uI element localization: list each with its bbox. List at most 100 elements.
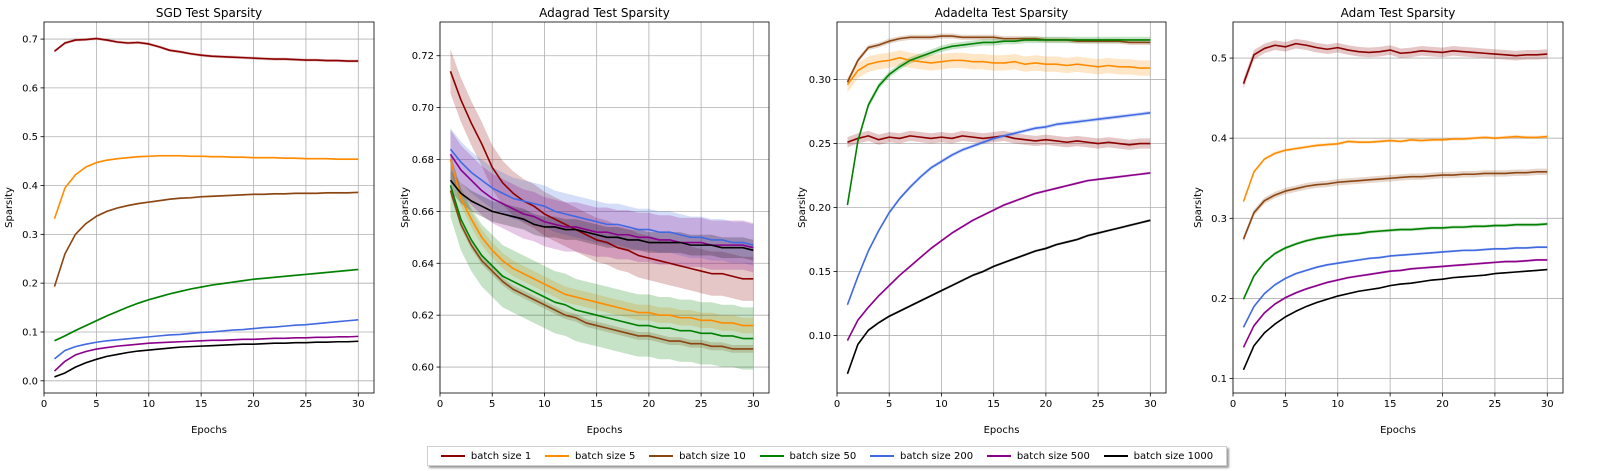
x-tick-label: 30	[1541, 399, 1554, 410]
y-tick-label: 0.5	[1211, 54, 1227, 65]
chart-title: Adam Test Sparsity	[1341, 6, 1456, 20]
y-tick-label: 0.25	[809, 139, 831, 150]
series-line-1	[53, 154, 359, 219]
series-band-3	[54, 268, 359, 342]
y-tick-label: 0.0	[22, 376, 38, 387]
series-line-6	[54, 340, 359, 378]
chart-panel-2: 0 5 10 15 20 25 30 0.10 0.15 0.20 0.25 0.30 Adadelta…	[797, 6, 1167, 436]
series-line-2	[449, 190, 754, 350]
x-tick-label: 25	[1489, 399, 1502, 410]
y-tick-label: 0.62	[412, 311, 434, 322]
series-band-0	[54, 37, 359, 63]
y-tick-label: 0.4	[22, 181, 38, 192]
x-tick-label: 0	[437, 399, 443, 410]
series-band-2	[1243, 168, 1548, 243]
series-line-2	[1242, 171, 1548, 240]
series-line-4	[53, 318, 359, 360]
y-tick-label: 0.2	[1211, 294, 1227, 305]
y-tick-label: 0.1	[22, 327, 38, 338]
x-tick-label: 20	[1436, 399, 1449, 410]
y-tick-label: 0.60	[412, 363, 434, 374]
series-line-6	[1242, 268, 1548, 371]
x-tick-label: 20	[247, 399, 260, 410]
x-tick-label: 20	[643, 399, 656, 410]
legend-label: batch size 200	[900, 450, 974, 462]
axes-frame	[43, 21, 375, 394]
x-tick-label: 25	[695, 399, 708, 410]
y-tick-label: 0.4	[1211, 134, 1227, 145]
x-axis-label: Epochs	[191, 425, 227, 436]
x-tick-label: 30	[352, 399, 365, 410]
legend-item: batch size 5	[544, 451, 635, 462]
axes-frame	[439, 21, 770, 394]
series-band-4	[1243, 245, 1548, 329]
series-line-4	[1242, 246, 1548, 328]
legend-swatch	[759, 455, 784, 457]
series-band-0	[450, 49, 754, 301]
axes-frame	[1232, 21, 1564, 394]
x-tick-label: 20	[1040, 399, 1053, 410]
series-line-5	[449, 153, 754, 249]
legend-swatch	[1103, 455, 1128, 457]
y-axis-label: Sparsity	[1193, 187, 1204, 228]
y-axis-label: Sparsity	[400, 187, 411, 228]
legend-label: batch size 1000	[1133, 450, 1214, 462]
series-line-5	[846, 172, 1151, 341]
series-line-3	[846, 39, 1151, 206]
series-line-2	[53, 191, 359, 287]
series-line-2	[846, 35, 1151, 83]
x-tick-label: 0	[1230, 399, 1236, 410]
x-tick-label: 10	[142, 399, 155, 410]
x-tick-label: 25	[1092, 399, 1105, 410]
legend-item: batch size 1000	[1103, 450, 1214, 462]
y-tick-label: 0.15	[809, 267, 831, 278]
x-axis-label: Epochs	[984, 425, 1020, 436]
x-tick-label: 10	[538, 399, 551, 410]
series-line-1	[449, 159, 754, 327]
y-tick-label: 0.5	[22, 132, 38, 143]
series-line-5	[1242, 259, 1548, 348]
series-line-1	[1242, 135, 1548, 202]
chart-panel-3: 0 5 10 15 20 25 30 0.1 0.2 0.3 0.4 0.5 Adam Test Spa…	[1193, 6, 1564, 436]
y-tick-label: 0.10	[809, 331, 831, 342]
series-band-0	[1243, 38, 1548, 89]
legend-item: batch size 10	[649, 451, 746, 462]
legend-swatch	[870, 455, 894, 457]
x-axis-label: Epochs	[1380, 425, 1416, 436]
y-tick-label: 0.7	[22, 35, 38, 46]
series-band-3	[450, 154, 754, 370]
series-band-1	[450, 151, 754, 334]
y-tick-label: 0.70	[412, 103, 434, 114]
legend-label: batch size 50	[789, 450, 857, 462]
legend: batch size 1 batch size 5 batch size 10 bat…	[427, 446, 1227, 466]
x-tick-label: 10	[935, 399, 948, 410]
series-line-0	[449, 71, 754, 280]
y-tick-label: 0.66	[412, 207, 434, 218]
series-band-5	[450, 129, 754, 273]
y-tick-label: 0.2	[22, 279, 38, 290]
y-tick-label: 0.64	[412, 259, 434, 270]
x-tick-label: 0	[41, 399, 47, 410]
series-band-5	[1243, 258, 1548, 349]
x-tick-label: 30	[1144, 399, 1157, 410]
x-tick-label: 5	[93, 399, 99, 410]
series-line-5	[53, 335, 359, 372]
series-line-0	[53, 37, 359, 62]
x-tick-label: 5	[1282, 399, 1288, 410]
legend-label: batch size 1	[470, 450, 532, 462]
y-tick-label: 0.6	[22, 83, 38, 94]
series-line-1	[846, 57, 1151, 86]
series-band-1	[847, 50, 1151, 93]
legend-label: batch size 500	[1016, 450, 1090, 462]
x-tick-label: 15	[987, 399, 1000, 410]
y-tick-label: 0.1	[1211, 374, 1227, 385]
series-line-6	[846, 219, 1151, 375]
x-axis-label: Epochs	[587, 425, 623, 436]
legend-swatch	[649, 455, 674, 457]
series-line-3	[1242, 223, 1548, 300]
legend-label: batch size 10	[679, 450, 746, 462]
chart-panel-1: 0 5 10 15 20 25 30 0.60 0.62 0.64 0.66 0.68 0.70 0.72…	[400, 6, 770, 436]
chart-title: SGD Test Sparsity	[156, 6, 262, 20]
y-tick-label: 0.68	[412, 155, 434, 166]
series-line-4	[846, 112, 1151, 306]
